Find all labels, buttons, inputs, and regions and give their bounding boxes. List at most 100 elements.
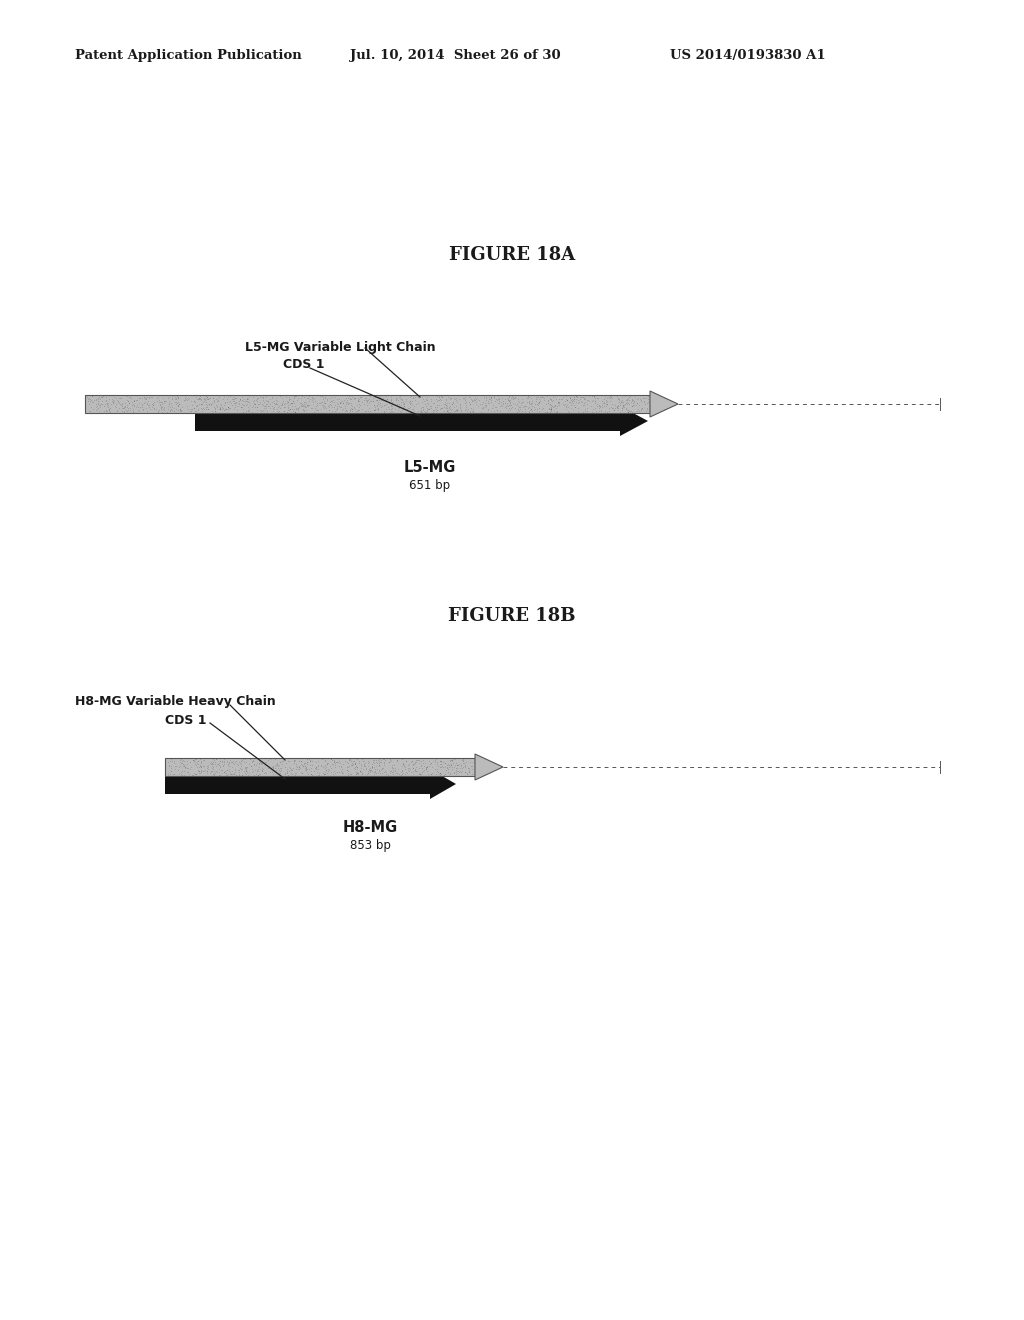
- Point: [558, 399, 574, 420]
- Point: [384, 397, 400, 418]
- Point: [356, 755, 373, 776]
- Point: [197, 388, 213, 409]
- Point: [355, 758, 372, 779]
- Point: [177, 756, 194, 777]
- Point: [596, 396, 612, 417]
- Point: [279, 760, 295, 781]
- Point: [412, 763, 428, 784]
- Point: [452, 393, 468, 414]
- Point: [206, 750, 222, 771]
- Point: [452, 397, 468, 418]
- Point: [121, 392, 137, 413]
- Point: [361, 385, 378, 407]
- Point: [165, 763, 181, 784]
- Point: [241, 763, 257, 784]
- Point: [255, 387, 271, 408]
- Point: [419, 760, 435, 781]
- Point: [586, 387, 602, 408]
- Point: [203, 760, 219, 781]
- Point: [90, 388, 106, 409]
- Point: [454, 750, 470, 771]
- Point: [412, 764, 428, 785]
- Point: [575, 388, 592, 409]
- Point: [486, 388, 503, 409]
- Point: [544, 388, 560, 409]
- Point: [531, 391, 548, 412]
- Point: [637, 393, 653, 414]
- Point: [304, 389, 321, 411]
- Point: [261, 762, 278, 783]
- Point: [562, 387, 579, 408]
- Point: [563, 397, 580, 418]
- Point: [116, 397, 132, 418]
- Point: [315, 392, 332, 413]
- Point: [521, 387, 538, 408]
- Point: [349, 756, 366, 777]
- Point: [326, 396, 342, 417]
- Point: [164, 388, 180, 409]
- Point: [157, 399, 173, 420]
- Point: [598, 391, 614, 412]
- Point: [291, 750, 307, 771]
- Point: [394, 399, 411, 420]
- Point: [350, 389, 367, 411]
- Point: [112, 387, 128, 408]
- Point: [429, 760, 445, 781]
- Point: [562, 392, 579, 413]
- Point: [293, 388, 309, 409]
- Point: [362, 391, 379, 412]
- Point: [441, 750, 458, 771]
- Point: [520, 391, 537, 412]
- Point: [505, 392, 521, 413]
- Point: [450, 755, 466, 776]
- Point: [362, 760, 379, 781]
- Point: [503, 395, 519, 416]
- Point: [497, 396, 513, 417]
- Point: [358, 391, 375, 412]
- Point: [502, 389, 518, 411]
- Point: [263, 387, 280, 408]
- Point: [239, 388, 255, 409]
- Point: [341, 392, 357, 413]
- Point: [378, 393, 394, 414]
- Point: [371, 752, 387, 774]
- Point: [440, 756, 457, 777]
- Point: [498, 397, 514, 418]
- Point: [457, 385, 473, 407]
- Point: [482, 400, 499, 421]
- Point: [133, 396, 150, 417]
- Point: [348, 762, 365, 783]
- Point: [366, 756, 382, 777]
- Point: [339, 751, 355, 772]
- Point: [130, 392, 146, 413]
- Point: [389, 393, 406, 414]
- Point: [441, 755, 458, 776]
- Point: [160, 763, 176, 784]
- Point: [193, 760, 209, 781]
- Point: [200, 399, 216, 420]
- Point: [621, 385, 637, 407]
- Point: [414, 392, 430, 413]
- Point: [370, 393, 386, 414]
- Point: [537, 401, 553, 422]
- Point: [412, 401, 428, 422]
- Point: [439, 397, 456, 418]
- Point: [337, 396, 353, 417]
- Point: [376, 401, 392, 422]
- Point: [511, 399, 527, 420]
- Point: [300, 387, 316, 408]
- Point: [308, 758, 325, 779]
- Point: [126, 391, 142, 412]
- Point: [204, 755, 220, 776]
- Point: [167, 758, 183, 779]
- Point: [314, 395, 331, 416]
- Point: [415, 750, 431, 771]
- Point: [93, 393, 110, 414]
- Point: [208, 756, 224, 777]
- Point: [249, 391, 265, 412]
- Point: [441, 397, 458, 418]
- Point: [221, 762, 238, 783]
- Point: [337, 400, 353, 421]
- Point: [433, 756, 450, 777]
- Point: [601, 391, 617, 412]
